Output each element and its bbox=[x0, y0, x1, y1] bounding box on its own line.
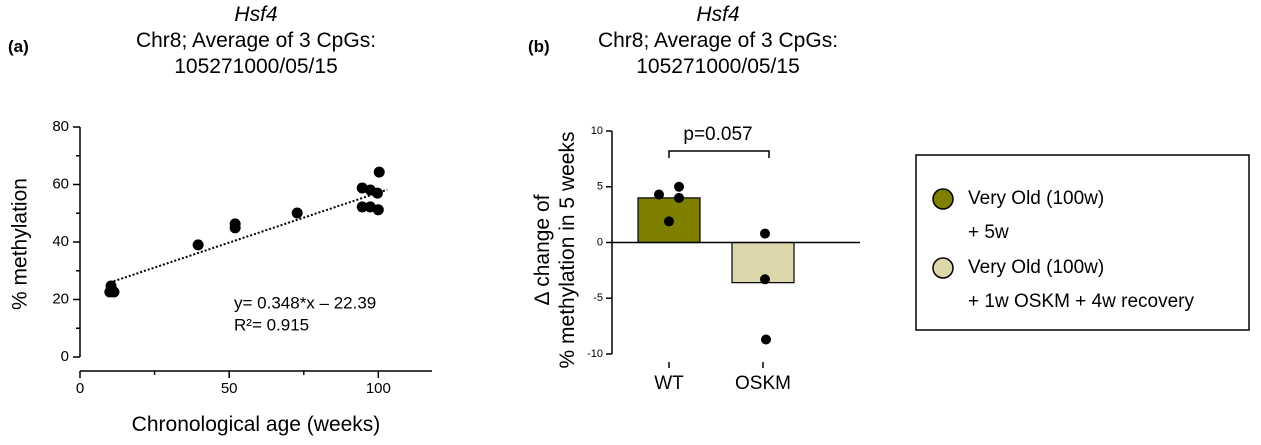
annotation: p=0.057 bbox=[683, 124, 752, 145]
panel-label: (a) bbox=[8, 37, 29, 56]
point bbox=[664, 216, 674, 227]
y-tick-label: 80 bbox=[52, 118, 69, 135]
annotation: y= 0.348*x – 22.39 bbox=[234, 293, 376, 312]
point bbox=[674, 181, 684, 192]
legend-label: Very Old (100w) + 1w OSKM + 4w recovery bbox=[968, 257, 1194, 312]
y-tick-label: -5 bbox=[593, 292, 603, 304]
y-tick-label: 0 bbox=[61, 348, 69, 365]
legend-label: Very Old (100w) + 5w bbox=[968, 188, 1105, 243]
chart-title: Hsf4 bbox=[234, 3, 278, 26]
point bbox=[654, 189, 664, 200]
x-tick-label: 50 bbox=[221, 380, 238, 397]
point bbox=[371, 187, 383, 199]
x-tick-label: OSKM bbox=[735, 373, 791, 394]
point bbox=[372, 204, 384, 216]
x-axis-label: Chronological age (weeks) bbox=[131, 413, 381, 436]
trendline bbox=[109, 188, 388, 284]
chart-title: Hsf4 bbox=[696, 3, 740, 26]
y-axis-label: Δ change of % methylation in 5 weeks bbox=[530, 131, 579, 369]
x-tick-label: WT bbox=[654, 373, 684, 394]
y-tick-label: 0 bbox=[597, 236, 603, 248]
y-tick-label: 10 bbox=[591, 125, 603, 137]
point bbox=[105, 280, 117, 292]
point bbox=[192, 239, 204, 251]
legend-box bbox=[915, 154, 1250, 331]
annotation: R²= 0.915 bbox=[234, 315, 309, 334]
y-axis-label: % methylation bbox=[8, 178, 32, 310]
y-tick-label: 40 bbox=[52, 233, 69, 250]
y-tick-label: 60 bbox=[52, 175, 69, 192]
point bbox=[761, 334, 771, 345]
y-tick-label: 5 bbox=[597, 181, 603, 193]
chart-subtitle: Chr8; Average of 3 CpGs: 105271000/05/15 bbox=[135, 29, 377, 79]
point bbox=[229, 218, 241, 230]
point bbox=[373, 166, 385, 178]
point bbox=[760, 228, 770, 239]
panel-label: (b) bbox=[528, 37, 550, 56]
chart-subtitle: Chr8; Average of 3 CpGs: 105271000/05/15 bbox=[597, 29, 839, 79]
y-tick-label: 20 bbox=[52, 290, 69, 307]
y-tick-label: -10 bbox=[587, 348, 603, 360]
legend-marker bbox=[932, 188, 954, 210]
legend-marker bbox=[932, 257, 954, 279]
x-tick-label: 100 bbox=[366, 380, 391, 397]
x-tick-label: 0 bbox=[76, 380, 84, 397]
point bbox=[356, 201, 368, 213]
point bbox=[760, 274, 770, 285]
point bbox=[291, 207, 303, 219]
significance-bracket bbox=[668, 150, 770, 158]
point bbox=[674, 192, 684, 203]
